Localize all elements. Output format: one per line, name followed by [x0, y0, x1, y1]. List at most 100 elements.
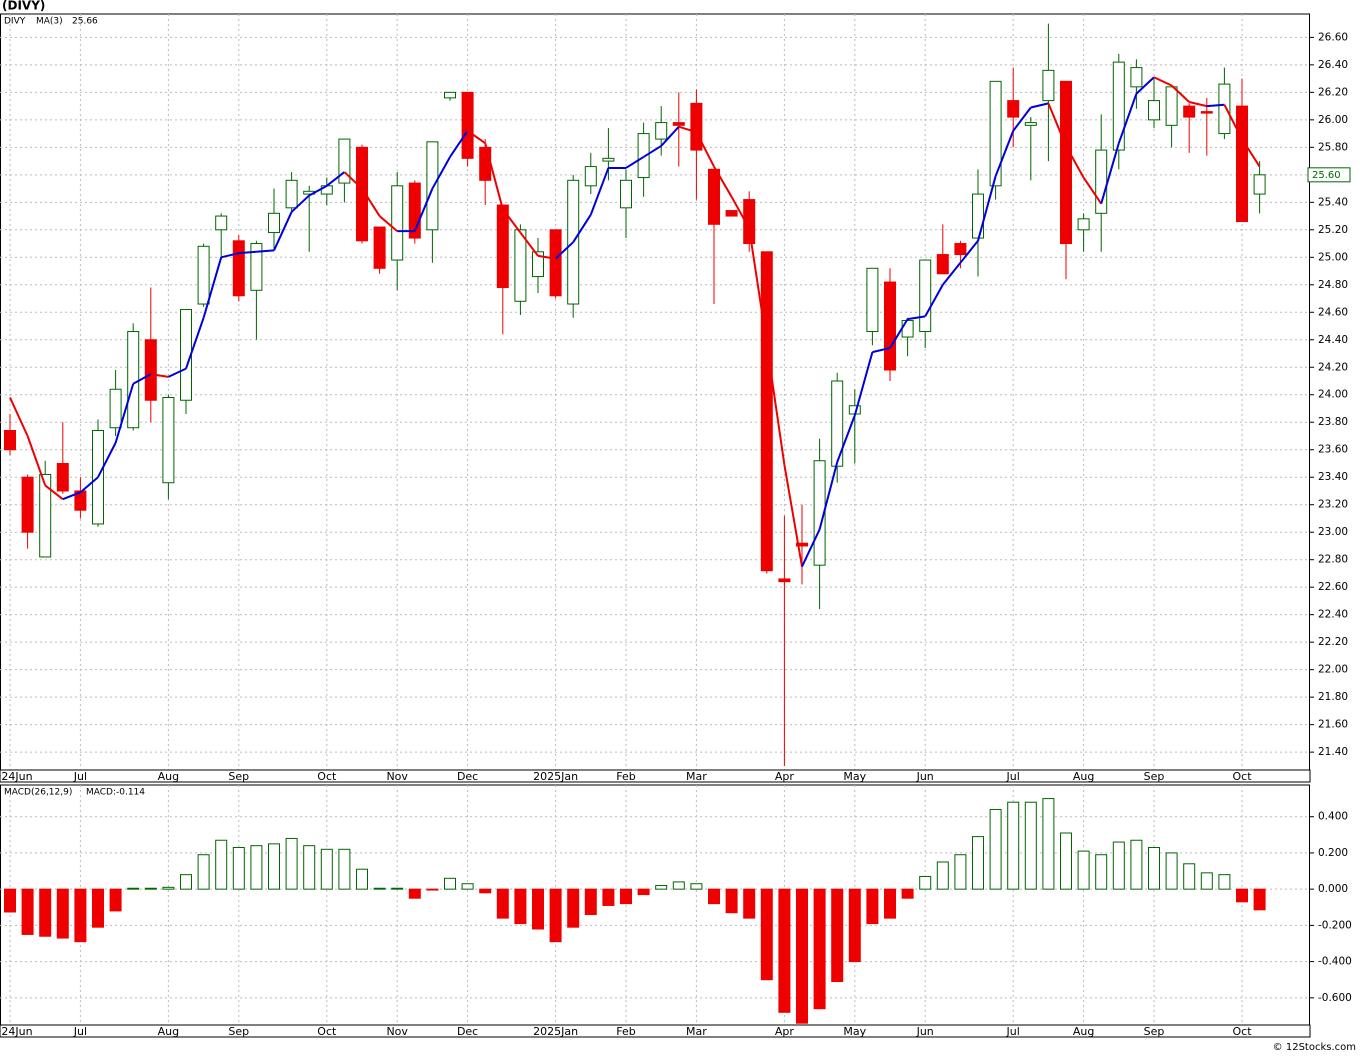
x-tick-label: Jun	[916, 770, 934, 783]
ma-segment	[132, 373, 152, 385]
macd-bar	[708, 888, 720, 905]
candle-body	[391, 185, 404, 261]
ma-segment	[97, 442, 117, 478]
macd-bar	[268, 843, 280, 890]
y-tick-label: 23.80	[1318, 416, 1348, 428]
macd-bar	[1183, 863, 1196, 890]
candle-body	[21, 476, 34, 533]
candle-body	[1253, 174, 1266, 195]
x-tick-label: May	[843, 770, 866, 783]
x-tick-label: Aug	[158, 770, 179, 783]
y-tick-label: 24.20	[1318, 361, 1348, 373]
macd-bar	[1007, 801, 1020, 890]
candle-body	[268, 212, 280, 234]
legend-macd: MACD(26,12,9)	[4, 788, 72, 798]
y-tick-label: 0.000	[1318, 883, 1348, 895]
x-tick-label: Jul	[1006, 1025, 1020, 1038]
candle-body	[637, 133, 650, 179]
ma-segment	[256, 249, 275, 253]
y-tick-label: -0.400	[1318, 956, 1352, 968]
ma-segment	[308, 184, 328, 197]
candle-body	[1148, 100, 1160, 121]
candle-body	[743, 199, 756, 245]
candle-body	[479, 146, 492, 181]
candle-body	[831, 380, 844, 467]
macd-bar	[479, 888, 492, 894]
candle-body	[162, 396, 175, 484]
candle-body	[1200, 111, 1213, 114]
candle-body	[1077, 218, 1090, 231]
macd-bar	[884, 888, 896, 919]
candle-body	[56, 462, 69, 492]
ma-segment	[62, 491, 81, 501]
y-tick-label: 26.40	[1318, 59, 1348, 71]
x-tick-label: Sep	[1144, 770, 1165, 783]
macd-bar	[901, 888, 914, 899]
macd-bar	[743, 888, 756, 919]
macd-bar	[1165, 852, 1178, 890]
macd-bar	[180, 874, 192, 890]
ma-segment	[660, 126, 680, 147]
ma-segment	[924, 284, 944, 317]
ma-segment	[1153, 76, 1173, 87]
ma-segment	[1170, 84, 1190, 103]
candle-body	[532, 251, 544, 278]
x-axis-band	[0, 1024, 1311, 1038]
macd-bar	[620, 888, 632, 905]
macd-bar	[320, 848, 333, 890]
macd-bar	[725, 888, 738, 914]
ma-segment	[502, 208, 522, 234]
macd-bar	[760, 888, 773, 981]
ma-segment	[643, 145, 662, 158]
ma-segment	[942, 262, 962, 286]
macd-bar	[1112, 841, 1125, 890]
y-tick-label: 22.20	[1318, 636, 1348, 648]
ma-segment	[202, 257, 223, 319]
ma-segment	[343, 171, 363, 190]
candle-body	[496, 204, 509, 289]
macd-bar	[1024, 801, 1037, 890]
ma-segment	[449, 130, 469, 158]
macd-bar	[1148, 846, 1160, 890]
ma-segment	[695, 131, 715, 168]
candle-body	[672, 122, 685, 126]
y-tick-label: 24.80	[1318, 279, 1348, 291]
macd-bar	[496, 888, 509, 919]
macd-bar	[408, 888, 421, 899]
y-tick-label: 25.80	[1318, 141, 1348, 153]
y-tick-label: 24.40	[1318, 334, 1348, 346]
plot-area	[0, 13, 1310, 771]
y-tick-label: 21.60	[1318, 719, 1348, 731]
macd-bar	[197, 854, 210, 890]
x-tick-label: Feb	[616, 770, 635, 783]
x-tick-label: Mar	[686, 770, 707, 783]
y-tick-label: 23.40	[1318, 471, 1348, 483]
macd-bar	[338, 848, 351, 890]
ma-segment	[519, 231, 539, 257]
macd-bar	[391, 887, 404, 890]
ma-segment	[977, 175, 997, 242]
ma-segment	[26, 435, 47, 486]
macd-bar	[356, 868, 368, 890]
ma-segment	[994, 130, 1015, 177]
macd-bar	[92, 888, 104, 928]
candle-body	[250, 243, 263, 291]
candle-body	[725, 210, 738, 217]
ma-segment	[836, 415, 856, 463]
macd-bar	[1130, 839, 1143, 890]
macd-bar	[778, 888, 791, 1013]
y-tick-label: 21.80	[1318, 691, 1348, 703]
candle-body	[813, 460, 826, 566]
ma-segment	[273, 211, 293, 251]
candle-body	[1095, 149, 1108, 214]
macd-bar	[936, 861, 949, 890]
ma-segment	[79, 476, 99, 494]
y-tick-label: 25.20	[1318, 224, 1348, 236]
legend-macd-name: MACD:	[86, 788, 116, 798]
candle-body	[919, 259, 932, 333]
candle-body	[1112, 61, 1125, 151]
macd-bar	[1042, 798, 1055, 890]
price-tag-label: 25.60	[1312, 170, 1341, 181]
candle-body	[655, 122, 668, 140]
